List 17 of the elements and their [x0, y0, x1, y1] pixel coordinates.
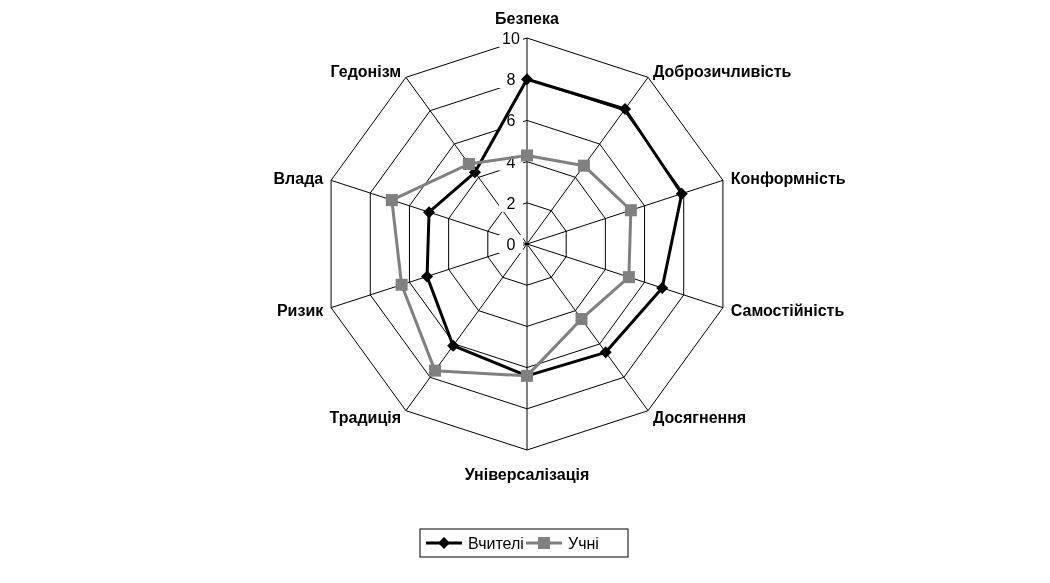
spoke-label: Безпека [495, 9, 560, 27]
spoke-label: Влада [273, 169, 324, 187]
legend-label: Вчителі [468, 535, 524, 552]
spoke-label: Самостійність [730, 302, 845, 320]
y-tick-label: 10 [502, 30, 520, 47]
y-tick-label: 6 [506, 112, 516, 130]
spoke-label: Універсалізація [464, 466, 590, 484]
spoke-label: Ризик [276, 302, 325, 320]
spoke-label: Традиція [329, 409, 402, 427]
y-tick-label: 0 [506, 236, 516, 253]
y-tick-label: 8 [506, 71, 516, 89]
spoke-label: Гедонізм [330, 62, 402, 80]
legend-label: Учні [568, 535, 599, 552]
spoke-label: Доброзичливість [652, 62, 792, 80]
y-tick-label: 2 [506, 194, 516, 212]
spoke-label: Конформність [730, 169, 846, 187]
spoke-label: Досягнення [652, 409, 747, 427]
